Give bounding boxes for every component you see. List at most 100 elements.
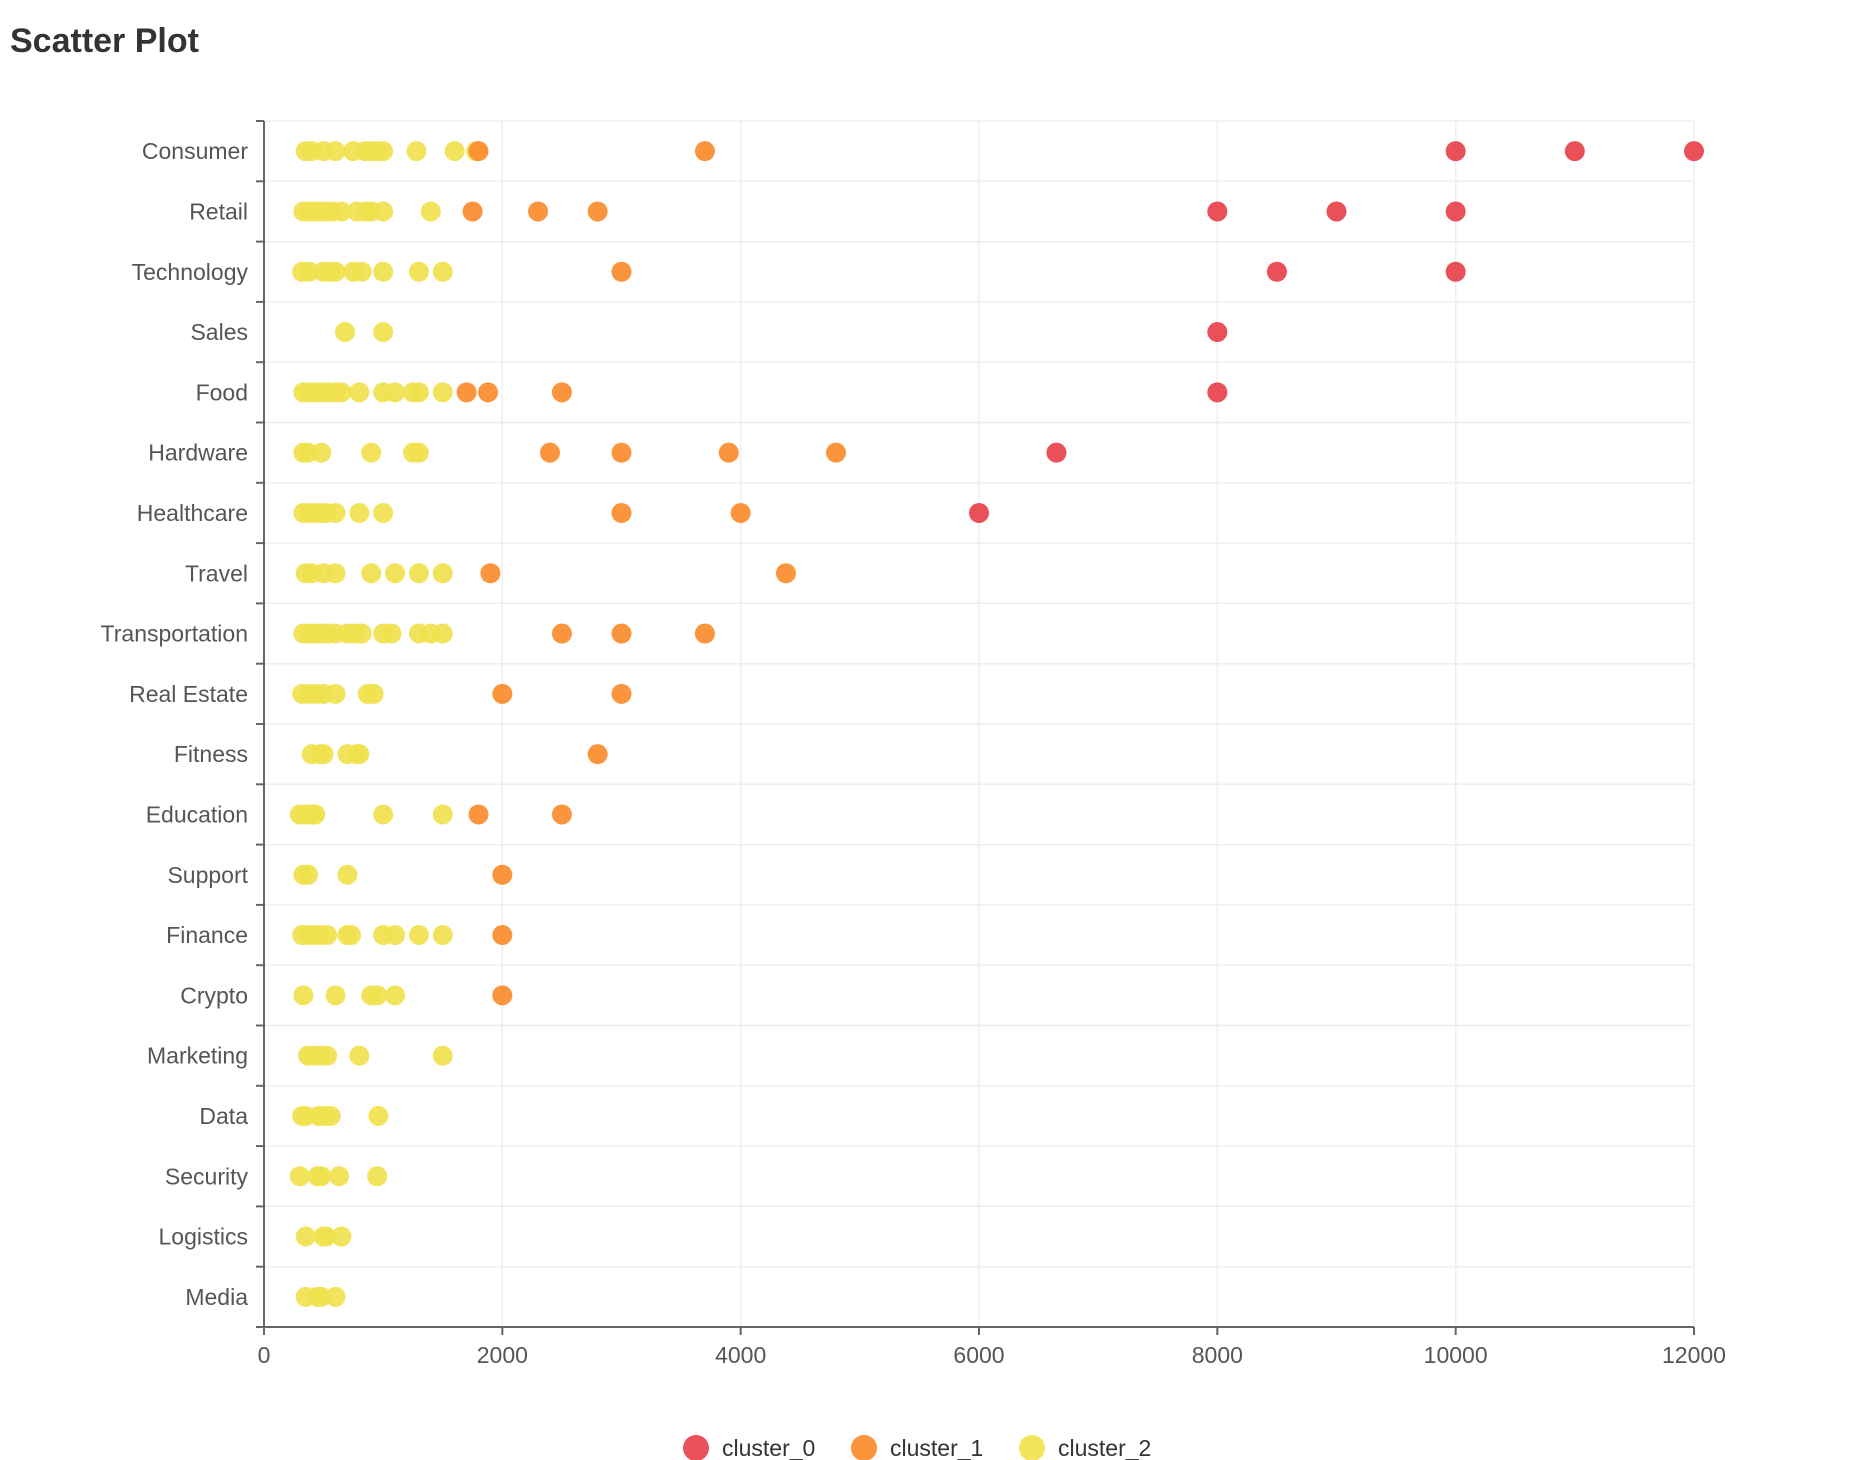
data-point-cluster_2 (331, 201, 352, 222)
data-point-cluster_1 (540, 442, 560, 463)
data-point-cluster_1 (492, 985, 513, 1006)
data-point-cluster_2 (293, 985, 314, 1006)
data-point-cluster_2 (331, 1226, 352, 1247)
y-tick-label: Real Estate (129, 681, 248, 707)
data-point-cluster_2 (325, 502, 346, 523)
y-tick-label: Media (185, 1284, 248, 1310)
x-tick-label: 6000 (953, 1342, 1004, 1368)
data-point-cluster_2 (432, 382, 453, 403)
data-point-cluster_0 (1207, 322, 1228, 343)
data-point-cluster_2 (373, 201, 394, 222)
data-point-cluster_2 (373, 322, 394, 343)
data-point-cluster_0 (969, 502, 989, 523)
data-point-cluster_2 (325, 141, 346, 162)
x-tick-label: 4000 (715, 1342, 766, 1368)
data-point-cluster_2 (373, 804, 394, 825)
data-point-cluster_1 (694, 141, 715, 162)
data-point-cluster_2 (349, 502, 370, 523)
data-point-cluster_2 (367, 985, 388, 1006)
data-point-cluster_2 (298, 864, 319, 885)
data-point-cluster_2 (432, 804, 453, 825)
y-tick-label: Sales (190, 319, 248, 345)
data-point-cluster_1 (611, 442, 632, 463)
data-point-cluster_1 (462, 201, 483, 222)
y-tick-label: Food (196, 379, 248, 405)
legend-label-cluster_2: cluster_2 (1058, 1435, 1151, 1460)
data-point-cluster_2 (361, 442, 382, 463)
x-tick-label: 0 (258, 1342, 271, 1368)
y-tick-label: Transportation (101, 621, 248, 647)
data-point-cluster_1 (775, 563, 796, 584)
data-point-cluster_1 (551, 804, 572, 825)
data-point-cluster_1 (551, 623, 572, 644)
data-point-cluster_2 (325, 683, 346, 704)
data-point-cluster_2 (432, 1045, 453, 1066)
data-point-cluster_1 (611, 502, 632, 523)
data-point-cluster_2 (329, 1166, 350, 1187)
legend-label-cluster_0: cluster_0 (722, 1435, 815, 1460)
data-point-cluster_2 (317, 1045, 338, 1066)
data-point-cluster_1 (528, 201, 549, 222)
legend-marker-cluster_1 (851, 1435, 877, 1460)
data-point-cluster_2 (432, 925, 453, 946)
data-point-cluster_0 (1445, 201, 1466, 222)
x-tick-label: 12000 (1662, 1342, 1726, 1368)
data-point-cluster_1 (456, 382, 477, 403)
data-point-cluster_1 (718, 442, 739, 463)
data-point-cluster_2 (349, 1045, 370, 1066)
data-point-cluster_2 (373, 141, 394, 162)
x-tick-label: 10000 (1424, 1342, 1488, 1368)
data-point-cluster_2 (381, 623, 402, 644)
data-point-cluster_2 (305, 804, 326, 825)
data-point-cluster_1 (468, 804, 489, 825)
data-point-cluster_2 (289, 1166, 310, 1187)
data-point-cluster_2 (311, 1166, 332, 1187)
legend-marker-cluster_2 (1019, 1435, 1045, 1460)
chart-title: Scatter Plot (10, 22, 199, 60)
x-tick-label: 2000 (477, 1342, 528, 1368)
data-point-cluster_2 (313, 744, 334, 765)
data-point-cluster_2 (299, 261, 320, 282)
y-tick-label: Fitness (174, 741, 248, 767)
legend-marker-cluster_0 (683, 1435, 709, 1460)
data-point-cluster_1 (587, 744, 608, 765)
data-point-cluster_0 (1684, 141, 1704, 162)
y-tick-label: Consumer (142, 138, 248, 164)
data-point-cluster_2 (320, 1105, 341, 1126)
data-point-cluster_0 (1266, 261, 1287, 282)
data-point-cluster_2 (408, 925, 429, 946)
data-point-cluster_2 (408, 382, 429, 403)
y-tick-label: Security (165, 1163, 249, 1189)
x-tick-label: 8000 (1192, 1342, 1243, 1368)
data-point-cluster_1 (587, 201, 608, 222)
data-point-cluster_2 (295, 1226, 316, 1247)
data-point-cluster_1 (694, 623, 715, 644)
data-point-cluster_2 (349, 744, 370, 765)
data-point-cluster_2 (367, 1166, 388, 1187)
data-point-cluster_0 (1207, 201, 1228, 222)
data-point-cluster_0 (1046, 442, 1067, 463)
y-tick-label: Logistics (159, 1224, 248, 1250)
data-point-cluster_1 (468, 141, 489, 162)
data-point-cluster_1 (611, 683, 632, 704)
data-point-cluster_1 (611, 261, 632, 282)
data-point-cluster_1 (492, 864, 513, 885)
data-point-cluster_2 (373, 261, 394, 282)
y-tick-label: Healthcare (137, 500, 248, 526)
data-point-cluster_2 (325, 985, 346, 1006)
y-tick-label: Finance (166, 922, 248, 948)
data-point-cluster_2 (351, 623, 372, 644)
data-point-cluster_2 (420, 201, 441, 222)
data-point-cluster_1 (551, 382, 572, 403)
data-point-cluster_2 (385, 563, 406, 584)
data-point-cluster_2 (444, 141, 465, 162)
data-point-cluster_1 (492, 925, 513, 946)
data-point-cluster_0 (1445, 141, 1466, 162)
y-tick-label: Travel (185, 560, 248, 586)
data-point-cluster_2 (325, 261, 346, 282)
data-point-cluster_2 (337, 864, 358, 885)
data-point-cluster_0 (1445, 261, 1466, 282)
data-point-cluster_2 (432, 261, 453, 282)
